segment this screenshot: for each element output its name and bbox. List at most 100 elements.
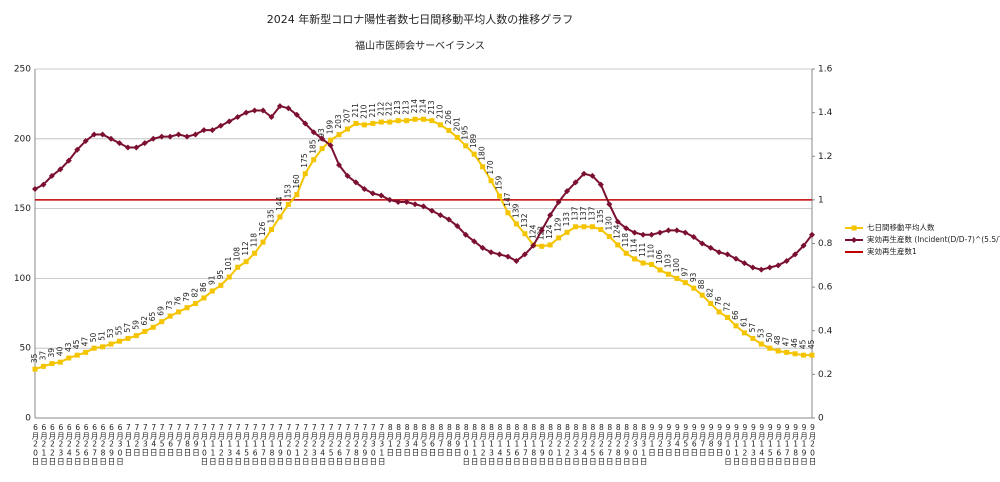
point	[150, 324, 156, 330]
x-tick-label: 7月25日	[327, 423, 336, 466]
point	[294, 192, 300, 198]
point	[615, 242, 621, 248]
x-tick-label: 9月4日	[673, 423, 682, 457]
point	[91, 345, 97, 351]
point	[496, 251, 503, 258]
point	[547, 242, 553, 248]
legend-label: 実効再生産数1	[867, 246, 917, 256]
x-tick-label: 8月18日	[529, 423, 538, 466]
data-label: 95	[216, 270, 225, 280]
point	[40, 181, 47, 188]
data-label: 65	[148, 311, 157, 321]
data-label: 213	[402, 100, 411, 115]
x-tick-label: 6月21日	[39, 423, 48, 466]
point	[488, 249, 495, 256]
data-label: 39	[47, 348, 56, 358]
data-label: 45	[799, 339, 808, 349]
point	[741, 260, 748, 267]
data-label: 203	[334, 114, 343, 129]
x-tick-label: 7月30日	[369, 423, 378, 466]
legend-marker	[851, 225, 857, 231]
point	[623, 250, 629, 256]
point	[640, 260, 646, 266]
point	[623, 225, 630, 232]
data-label: 50	[89, 332, 98, 342]
series-line	[34, 118, 812, 371]
point	[310, 129, 317, 136]
point	[699, 240, 706, 247]
point	[344, 126, 350, 132]
point	[471, 238, 478, 245]
point	[184, 305, 190, 311]
point	[691, 285, 697, 291]
data-label: 48	[773, 335, 782, 345]
data-label: 124	[545, 224, 554, 239]
point	[277, 214, 283, 220]
point	[83, 349, 89, 355]
point	[100, 344, 106, 350]
data-label: 61	[739, 317, 748, 327]
point	[192, 131, 199, 138]
x-tick-label: 8月23日	[572, 423, 581, 466]
y-tick-label: 0	[25, 414, 31, 424]
point	[268, 227, 274, 233]
data-label: 206	[444, 110, 453, 125]
x-tick-label: 9月9日	[715, 423, 724, 457]
x-tick-label: 8月15日	[504, 423, 513, 466]
data-label: 76	[714, 296, 723, 306]
data-label: 82	[706, 288, 715, 298]
x-tick-label: 7月2日	[132, 423, 141, 457]
point	[200, 127, 207, 134]
point	[99, 131, 106, 138]
x-tick-label: 7月9日	[191, 423, 200, 457]
point	[252, 250, 258, 256]
data-label: 130	[604, 216, 613, 231]
point	[479, 244, 486, 251]
point	[276, 103, 283, 110]
point	[218, 282, 224, 288]
x-tick-label: 7月29日	[360, 423, 369, 466]
chart-subtitle: 福山市医師会サーベイランス	[355, 39, 485, 52]
x-tick-label: 7月12日	[217, 423, 226, 466]
y2-tick-label: 0.2	[818, 370, 832, 380]
point	[480, 164, 486, 170]
point	[665, 227, 672, 234]
data-label: 147	[503, 192, 512, 207]
x-tick-label: 8月1日	[386, 423, 395, 457]
data-label: 214	[410, 99, 419, 114]
point	[403, 199, 410, 206]
point	[421, 116, 426, 122]
point	[725, 314, 731, 320]
data-label: 139	[511, 203, 520, 218]
x-tick-label: 6月27日	[90, 423, 99, 466]
point	[150, 135, 157, 142]
point	[801, 352, 807, 358]
point	[344, 172, 351, 179]
point	[386, 196, 393, 203]
y2-tick-label: 0.4	[818, 326, 833, 336]
point	[319, 135, 326, 142]
point	[724, 251, 731, 258]
point	[209, 288, 215, 294]
x-tick-label: 7月6日	[166, 423, 175, 457]
series-line	[34, 104, 813, 271]
data-label: 50	[765, 332, 774, 342]
point	[32, 185, 38, 192]
point	[74, 146, 81, 153]
data-label: 211	[368, 103, 377, 118]
point	[235, 264, 241, 270]
point	[504, 253, 511, 260]
x-tick-label: 8月14日	[496, 423, 505, 466]
point	[598, 227, 604, 233]
x-tick-label: 8月21日	[555, 423, 564, 466]
data-label: 132	[520, 213, 529, 228]
data-label: 201	[452, 117, 461, 132]
point	[522, 231, 528, 237]
data-label: 88	[697, 279, 706, 289]
x-tick-label: 7月10日	[200, 423, 209, 466]
point	[699, 292, 705, 298]
point	[141, 140, 148, 147]
data-label: 43	[64, 342, 73, 352]
data-label: 213	[393, 100, 402, 115]
data-label: 51	[98, 331, 107, 341]
